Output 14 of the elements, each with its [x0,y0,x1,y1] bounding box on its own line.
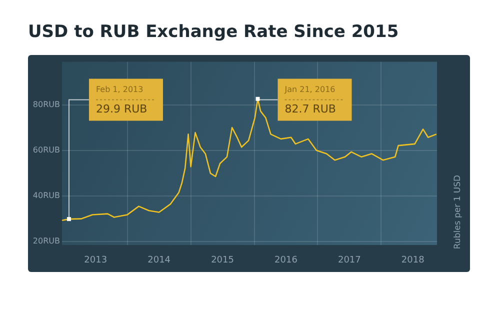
y-tick-label: 20RUB [32,236,60,246]
annotation: Jan 21, 2016 82.7 RUB [284,84,336,116]
y-tick-label: 40RUB [32,191,60,200]
y-tick-label: 80RUB [32,100,60,110]
x-tick-label: 2018 [401,256,425,266]
x-tick-label: 2014 [148,256,171,266]
x-tick-label: 2016 [274,256,298,266]
x-tick-label: 2017 [338,256,361,266]
y-tick-label: 60RUB [32,146,60,155]
x-tick-label: 2015 [211,256,234,266]
annotation: Feb 1, 2013 29.9 RUB [96,84,148,116]
chart-title: USD to RUB Exchange Rate Since 2015 [28,22,399,42]
x-tick-label: 2013 [84,256,108,266]
y-axis-title: Rubles per 1 USD [453,174,464,250]
